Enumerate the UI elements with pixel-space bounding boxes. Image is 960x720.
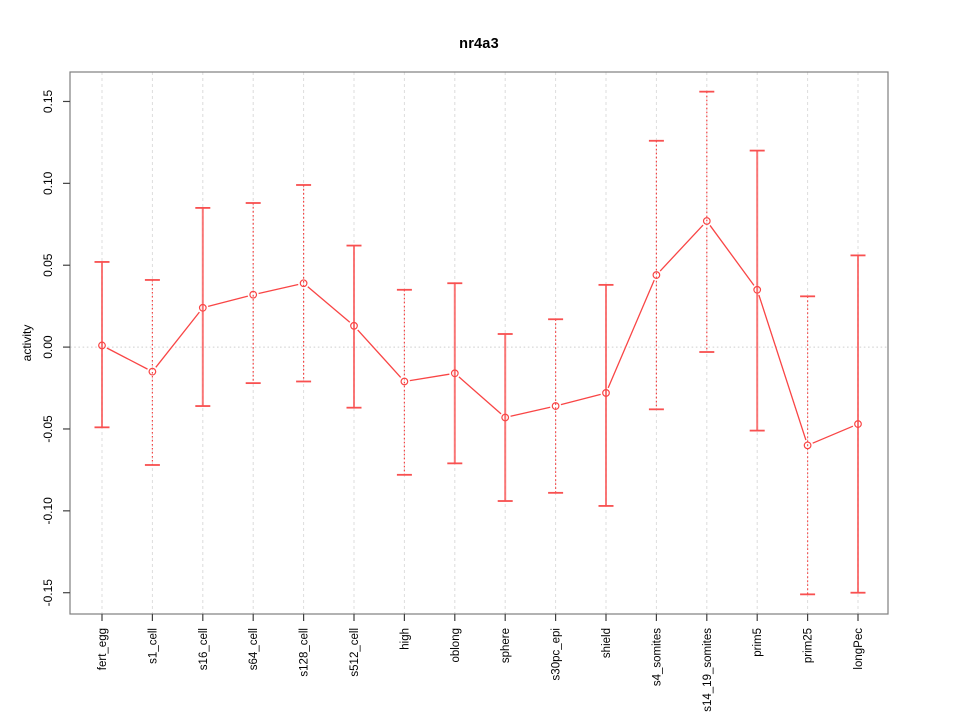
x-tick-label: longPec — [853, 628, 865, 670]
x-tick-label: s16_cell — [198, 628, 210, 670]
series-segment — [357, 329, 402, 378]
x-tick-label: s14_19_somites — [702, 628, 714, 712]
chart-title: nr4a3 — [459, 36, 499, 52]
series-segment — [510, 406, 551, 417]
data-point — [551, 402, 560, 410]
x-tick-label: s64_cell — [248, 628, 260, 670]
series-segment — [207, 295, 249, 308]
y-tick-label: -0.05 — [41, 415, 55, 443]
series-segment — [560, 393, 601, 406]
data-point — [602, 389, 610, 397]
data-point — [803, 441, 812, 450]
x-tick-label: s512_cell — [349, 628, 361, 677]
series-segment — [458, 376, 502, 415]
y-tick-label: -0.15 — [41, 579, 55, 607]
series-segment — [155, 311, 200, 368]
data-point — [854, 420, 862, 428]
y-tick-label: 0.00 — [41, 335, 55, 359]
data-point — [350, 321, 358, 330]
series-segment — [709, 225, 755, 286]
data-point — [652, 271, 661, 279]
series-segment — [659, 224, 704, 272]
data-point — [299, 279, 308, 288]
series-segment — [307, 286, 351, 323]
y-tick-label: 0.15 — [41, 89, 55, 113]
x-tick-label: oblong — [450, 628, 462, 663]
x-tick-label: fert_egg — [97, 628, 109, 670]
data-point — [249, 290, 258, 299]
series-segment — [106, 347, 148, 370]
plot-box — [69, 71, 889, 615]
data-point — [148, 367, 157, 376]
x-tick-label: s30pc_epi — [551, 628, 563, 680]
series-segment — [258, 283, 299, 295]
data-point — [702, 217, 711, 225]
x-tick-label: prim25 — [803, 628, 815, 663]
data-point — [198, 303, 207, 312]
x-tick-label: s128_cell — [299, 628, 311, 677]
x-tick-label: sphere — [500, 628, 512, 663]
data-point — [98, 341, 106, 350]
series-segment — [758, 294, 807, 441]
y-tick-label: 0.10 — [41, 171, 55, 195]
data-point — [400, 377, 409, 386]
data-point — [753, 285, 762, 294]
data-point — [450, 369, 459, 378]
y-tick-label: 0.05 — [41, 253, 55, 277]
series-segment — [607, 279, 655, 389]
y-tick-label: -0.10 — [41, 497, 55, 525]
data-point — [501, 413, 510, 422]
x-tick-label: s4_somites — [651, 628, 663, 686]
series-segment — [409, 373, 450, 382]
x-tick-label: s1_cell — [147, 628, 159, 664]
x-tick-label: shield — [601, 628, 613, 658]
x-tick-label: high — [399, 628, 411, 650]
x-tick-label: prim5 — [752, 628, 764, 657]
series-segment — [812, 425, 854, 444]
